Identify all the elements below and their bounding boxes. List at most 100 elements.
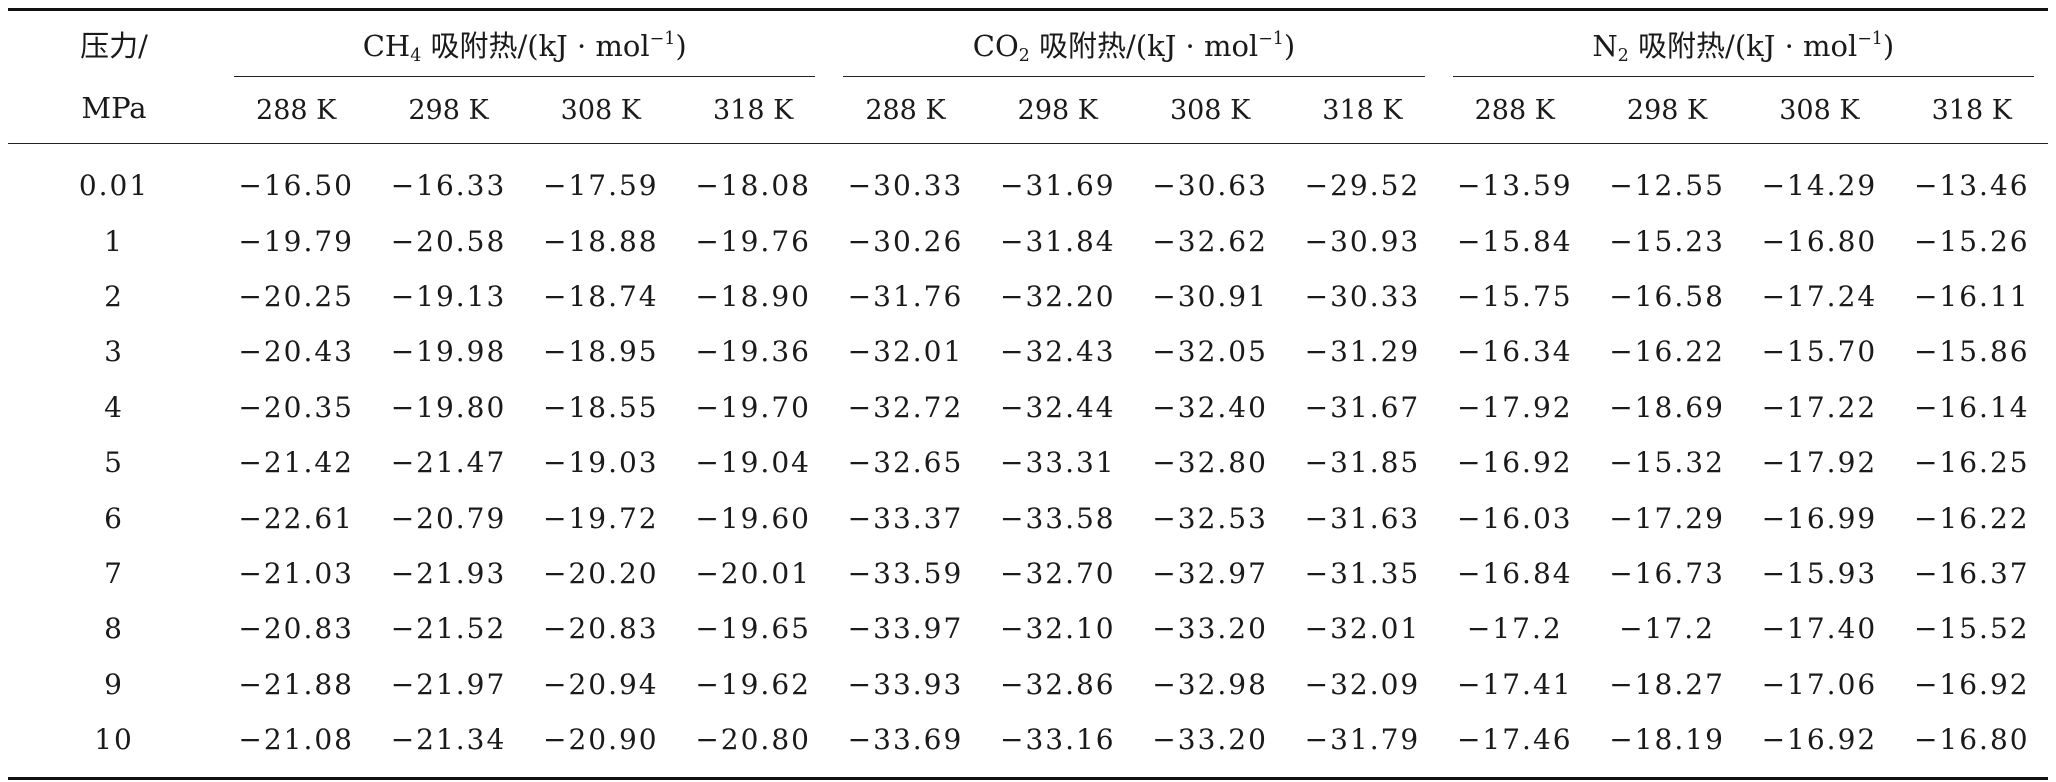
value-cell: −21.08 [220,711,373,781]
value-cell: −32.97 [1152,556,1268,590]
pressure-cell: 0.01 [78,169,150,203]
value-cell: −18.90 [695,279,811,313]
value-cell: −30.26 [847,224,964,258]
value-cell: −18.19 [1590,711,1744,781]
value-cell: −29.52 [1304,169,1421,203]
pressure-cell: 4 [104,390,124,424]
value-cell: −31.85 [1304,446,1421,480]
group-gas-subscript: 2 [1617,46,1629,67]
temperature-header: 298 K [981,77,1134,144]
value-cell: −19.70 [695,390,811,424]
value-cell: −19.65 [695,612,811,646]
pressure-cell: 3 [104,335,124,369]
value-cell: −15.86 [1913,335,2030,369]
value-cell: −15.26 [1913,224,2030,258]
value-cell: −32.01 [847,335,964,369]
table-row: 6 −22.61 −20.79 −19.72 −19.60 −33.37 −33.58 −32… [8,490,2048,545]
value-cell: −32.40 [1152,390,1268,424]
value-cell: −19.62 [695,667,811,701]
header-row-groups: 压力/ MPa CH4 吸附热/(kJ · mol−1) CO2 吸附热/(kJ… [8,8,2048,144]
value-cell: −20.43 [238,335,354,369]
temperature-header: 298 K [1590,77,1744,144]
value-cell: −18.74 [543,279,659,313]
value-cell: −31.29 [1304,335,1421,369]
value-cell: −16.14 [1913,390,2030,424]
value-cell: −16.92 [1913,667,2030,701]
group-unit-superscript: −1 [649,28,676,49]
value-cell: −31.76 [847,279,964,313]
value-cell: −32.05 [1152,335,1268,369]
value-cell: −33.16 [981,711,1134,781]
group-unit-superscript: −1 [1258,28,1284,49]
value-cell: −20.83 [543,612,659,646]
value-cell: −16.22 [1913,501,2030,535]
value-cell: −14.29 [1761,169,1878,203]
value-cell: −17.24 [1761,279,1878,313]
value-cell: −20.83 [238,612,354,646]
value-cell: −18.55 [543,390,659,424]
value-cell: −15.70 [1761,335,1878,369]
group-label: 吸附热/(kJ · mol [1628,29,1858,63]
value-cell: −33.31 [999,446,1116,480]
value-cell: −30.33 [847,169,964,203]
value-cell: −17.92 [1456,390,1573,424]
value-cell: −32.70 [999,556,1116,590]
value-cell: −17.40 [1761,612,1878,646]
value-cell: −32.80 [1152,446,1268,480]
value-cell: −33.37 [847,501,964,535]
group-label-close: ) [1283,29,1296,63]
group-gas-subscript: 2 [1018,46,1030,67]
value-cell: −21.42 [238,446,354,480]
pressure-header: 压力/ MPa [8,8,221,144]
temperature-header: 308 K [1133,77,1287,144]
value-cell: −19.36 [695,335,811,369]
value-cell: −19.72 [543,501,659,535]
group-header-n2: N2 吸附热/(kJ · mol−1) [1438,8,2048,77]
value-cell: −30.93 [1304,224,1421,258]
table-row: 3 −20.43 −19.98 −18.95 −19.36 −32.01 −32.43 −32… [8,324,2048,379]
group-label: 吸附热/(kJ · mol [421,29,650,63]
value-cell: −17.29 [1609,501,1725,535]
value-cell: −19.98 [390,335,507,369]
value-cell: −32.72 [847,390,964,424]
value-cell: −20.25 [238,279,354,313]
value-cell: −12.55 [1609,169,1725,203]
adsorption-heat-table-container: 压力/ MPa CH4 吸附热/(kJ · mol−1) CO2 吸附热/(kJ… [8,8,2048,781]
adsorption-heat-table: 压力/ MPa CH4 吸附热/(kJ · mol−1) CO2 吸附热/(kJ… [8,8,2048,781]
value-cell: −33.59 [847,556,964,590]
group-gas: N [1592,29,1618,63]
value-cell: −16.73 [1609,556,1725,590]
value-cell: −16.80 [1761,224,1878,258]
pressure-cell: 6 [104,501,124,535]
table-row: 10 −21.08 −21.34 −20.90 −20.80 −33.69 −33.16 −3… [8,711,2048,781]
value-cell: −16.25 [1913,446,2030,480]
value-cell: −15.23 [1609,224,1725,258]
value-cell: −19.76 [695,224,811,258]
table-row: 4 −20.35 −19.80 −18.55 −19.70 −32.72 −32.44 −32… [8,380,2048,435]
value-cell: −19.80 [390,390,507,424]
temperature-header: 318 K [676,77,830,144]
table-row: 7 −21.03 −21.93 −20.20 −20.01 −33.59 −32.70 −32… [8,546,2048,601]
pressure-cell: 10 [8,711,221,781]
value-cell: −31.79 [1286,711,1439,781]
value-cell: −20.58 [390,224,507,258]
value-cell: −21.93 [390,556,507,590]
temperature-header: 288 K [1438,77,1591,144]
value-cell: −19.13 [390,279,507,313]
value-cell: −13.59 [1456,169,1573,203]
group-label: 吸附热/(kJ · mol [1029,29,1259,63]
table-row: 2 −20.25 −19.13 −18.74 −18.90 −31.76 −32.20 −30… [8,269,2048,324]
value-cell: −20.80 [676,711,830,781]
value-cell: −22.61 [238,501,354,535]
value-cell: −20.79 [390,501,507,535]
group-underline [1452,76,2034,77]
group-header-co2: CO2 吸附热/(kJ · mol−1) [829,8,1439,77]
group-gas: CH [362,29,411,63]
temperature-header: 288 K [829,77,982,144]
value-cell: −32.09 [1304,667,1421,701]
table-row: 5 −21.42 −21.47 −19.03 −19.04 −32.65 −33.31 −32… [8,435,2048,490]
value-cell: −32.53 [1152,501,1268,535]
value-cell: −21.34 [372,711,525,781]
pressure-cell: 2 [104,279,124,313]
value-cell: −19.79 [238,224,354,258]
